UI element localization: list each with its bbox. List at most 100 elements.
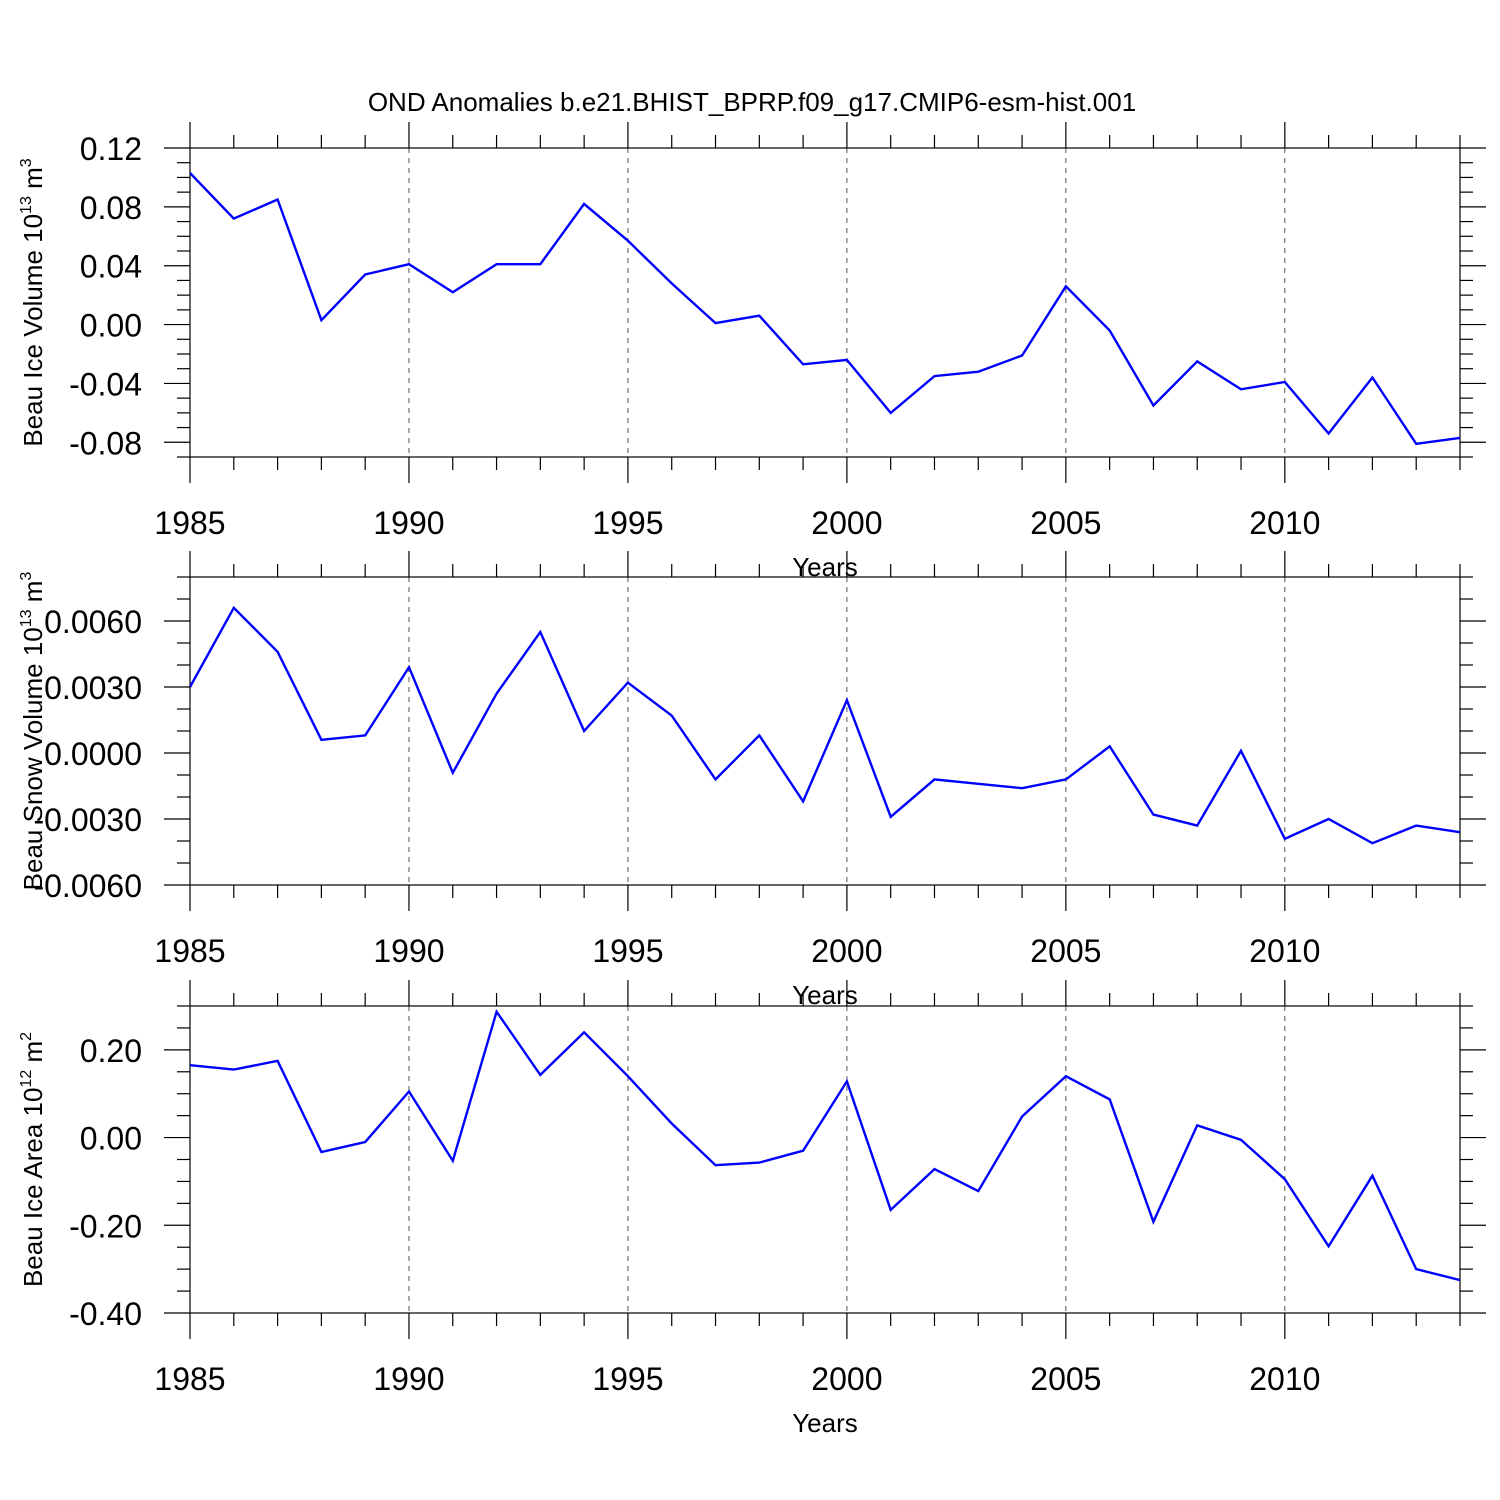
chart-ice-volume-point-2002 — [933, 375, 935, 377]
chart-ice-area-xtick-label-1: 1990 — [373, 1361, 444, 1397]
chart-ice-volume-point-1999 — [802, 363, 804, 365]
chart-ice-volume-point-1993 — [539, 263, 541, 265]
chart-ice-volume-ylabel-exp: 13 — [18, 196, 35, 214]
chart-ice-volume-point-1991 — [452, 291, 454, 293]
chart-snow-volume-point-1985 — [189, 686, 191, 688]
chart-snow-volume-series-line — [190, 605, 1460, 845]
chart-ice-volume-point-2000 — [846, 359, 848, 361]
chart-ice-area-point-1987 — [276, 1060, 278, 1062]
chart-ice-volume-xtick-label-4: 2005 — [1030, 505, 1101, 541]
chart-snow-volume-point-2009 — [1240, 750, 1242, 752]
chart-snow-volume-point-2007 — [1152, 813, 1154, 815]
chart-ice-volume-point-2008 — [1196, 360, 1198, 362]
chart-snow-volume-point-1998 — [758, 734, 760, 736]
chart-ice-volume-point-1994 — [583, 203, 585, 205]
chart-snow-volume-ylabel: Beau Snow Volume 1013 m3 — [18, 572, 48, 891]
chart-ice-volume-point-2014 — [1459, 437, 1461, 439]
chart-ice-volume-point-1992 — [495, 263, 497, 265]
chart-ice-volume-point-2001 — [889, 412, 891, 414]
chart-ice-volume-xtick-label-5: 2010 — [1249, 505, 1320, 541]
chart-snow-volume-point-1994 — [583, 730, 585, 732]
chart-ice-volume-point-2013 — [1415, 443, 1417, 445]
chart-snow-volume-point-1988 — [320, 739, 322, 741]
chart-ice-area-point-1994 — [583, 1031, 585, 1033]
chart-snow-volume-xtick-label-0: 1985 — [154, 933, 225, 969]
chart-ice-volume-point-1995 — [627, 240, 629, 242]
chart-ice-area-ytick-label-1: 0.00 — [80, 1121, 142, 1157]
chart-snow-volume-ylabel-exp: 13 — [18, 609, 35, 627]
chart-snow-volume-ytick-label-3: -0.0030 — [33, 802, 142, 838]
chart-snow-volume-point-1986 — [233, 607, 235, 609]
panel-snow-volume: 0.0060 0.0030 0.0000 -0.0030 -0.0060 1985 1990… — [18, 551, 1486, 1010]
chart-snow-volume-xtick-label-3: 2000 — [811, 933, 882, 969]
chart-ice-volume-ytick-label-3: 0.00 — [80, 308, 142, 344]
chart-ice-area-ylabel-exp: 12 — [18, 1070, 35, 1088]
chart-snow-volume-point-2006 — [1108, 745, 1110, 747]
chart-snow-volume-point-1996 — [671, 714, 673, 716]
chart-snow-volume-point-1999 — [802, 800, 804, 802]
chart-ice-volume-frame — [189, 147, 1461, 458]
chart-ice-area-xtick-label-2: 1995 — [592, 1361, 663, 1397]
chart-snow-volume-point-2008 — [1196, 824, 1198, 826]
chart-ice-volume-ylabel-main: Beau Ice Volume 10 — [18, 214, 48, 447]
chart-snow-volume-point-1995 — [627, 681, 629, 683]
chart-ice-area-xtick-label-0: 1985 — [154, 1361, 225, 1397]
chart-snow-volume-ylabel-main: Beau Snow Volume 10 — [18, 627, 48, 890]
chart-snow-volume-point-2003 — [977, 783, 979, 785]
panel-ice-volume: 0.12 0.08 0.04 0.00 -0.04 -0.08 1985 1990 1995 20… — [18, 122, 1486, 582]
chart-ice-area-point-1993 — [539, 1074, 541, 1076]
chart-snow-volume-ytick-label-0: 0.0060 — [44, 604, 142, 640]
chart-snow-volume-point-1992 — [495, 692, 497, 694]
chart-snow-volume-point-2002 — [933, 778, 935, 780]
chart-ice-volume-point-1998 — [758, 315, 760, 317]
chart-ice-area-ylabel-unit-exp: 2 — [18, 1032, 35, 1041]
chart-snow-volume-point-2001 — [889, 816, 891, 818]
chart-snow-volume-point-1993 — [539, 631, 541, 633]
chart-ice-volume-point-1996 — [671, 282, 673, 284]
chart-ice-volume-ytick-label-1: 0.08 — [80, 190, 142, 226]
chart-ice-area-point-2002 — [933, 1168, 935, 1170]
chart-ice-volume-series-line — [190, 172, 1460, 446]
chart-ice-volume-point-1985 — [189, 172, 191, 174]
chart-ice-volume-point-2010 — [1284, 381, 1286, 383]
chart-ice-volume-ytick-label-2: 0.04 — [80, 249, 142, 285]
chart-snow-volume-point-2011 — [1327, 818, 1329, 820]
chart-ice-area-ytick-label-2: -0.20 — [69, 1208, 142, 1244]
chart-snow-volume-ylabel-unit-exp: 3 — [18, 572, 35, 581]
chart-ice-area-point-2011 — [1327, 1245, 1329, 1247]
chart-ice-volume-point-2006 — [1108, 329, 1110, 331]
chart-ice-area-point-2012 — [1371, 1175, 1373, 1177]
chart-ice-area-xtick-label-4: 2005 — [1030, 1361, 1101, 1397]
chart-snow-volume-point-1997 — [714, 778, 716, 780]
chart-ice-area-point-2006 — [1108, 1098, 1110, 1100]
figure-title: OND Anomalies b.e21.BHIST_BPRP.f09_g17.C… — [368, 87, 1136, 117]
chart-ice-area-xtick-label-3: 2000 — [811, 1361, 882, 1397]
chart-ice-volume-point-1990 — [408, 263, 410, 265]
chart-ice-area-series-line — [190, 1008, 1460, 1282]
chart-ice-area-point-1999 — [802, 1150, 804, 1152]
chart-snow-volume-xtick-label-5: 2010 — [1249, 933, 1320, 969]
chart-ice-area-point-1996 — [671, 1122, 673, 1124]
chart-ice-volume-point-2007 — [1152, 404, 1154, 406]
chart-snow-volume-xtick-label-2: 1995 — [592, 933, 663, 969]
chart-snow-volume-point-1990 — [408, 666, 410, 668]
chart-ice-area-point-2005 — [1065, 1075, 1067, 1077]
chart-ice-volume-xtick-label-2: 1995 — [592, 505, 663, 541]
chart-snow-volume-xtick-label-1: 1990 — [373, 933, 444, 969]
chart-ice-volume-point-2003 — [977, 370, 979, 372]
chart-ice-volume-point-2011 — [1327, 432, 1329, 434]
chart-ice-volume-ylabel-unit: m — [18, 167, 48, 196]
chart-ice-area-ylabel-main: Beau Ice Area 10 — [18, 1088, 48, 1287]
chart-ice-area-point-1986 — [233, 1068, 235, 1070]
chart-ice-area-point-1998 — [758, 1161, 760, 1163]
chart-ice-area-ylabel: Beau Ice Area 1012 m2 — [18, 1032, 48, 1287]
chart-ice-area-xlabel: Years — [792, 1408, 858, 1438]
chart-ice-volume-ylabel-unit-exp: 3 — [18, 158, 35, 167]
chart-ice-area-point-1991 — [452, 1160, 454, 1162]
chart-ice-volume-ytick-label-4: -0.04 — [69, 366, 142, 402]
chart-ice-volume-point-1997 — [714, 322, 716, 324]
chart-ice-volume-ylabel: Beau Ice Volume 1013 m3 — [18, 158, 48, 446]
chart-snow-volume-point-1991 — [452, 772, 454, 774]
